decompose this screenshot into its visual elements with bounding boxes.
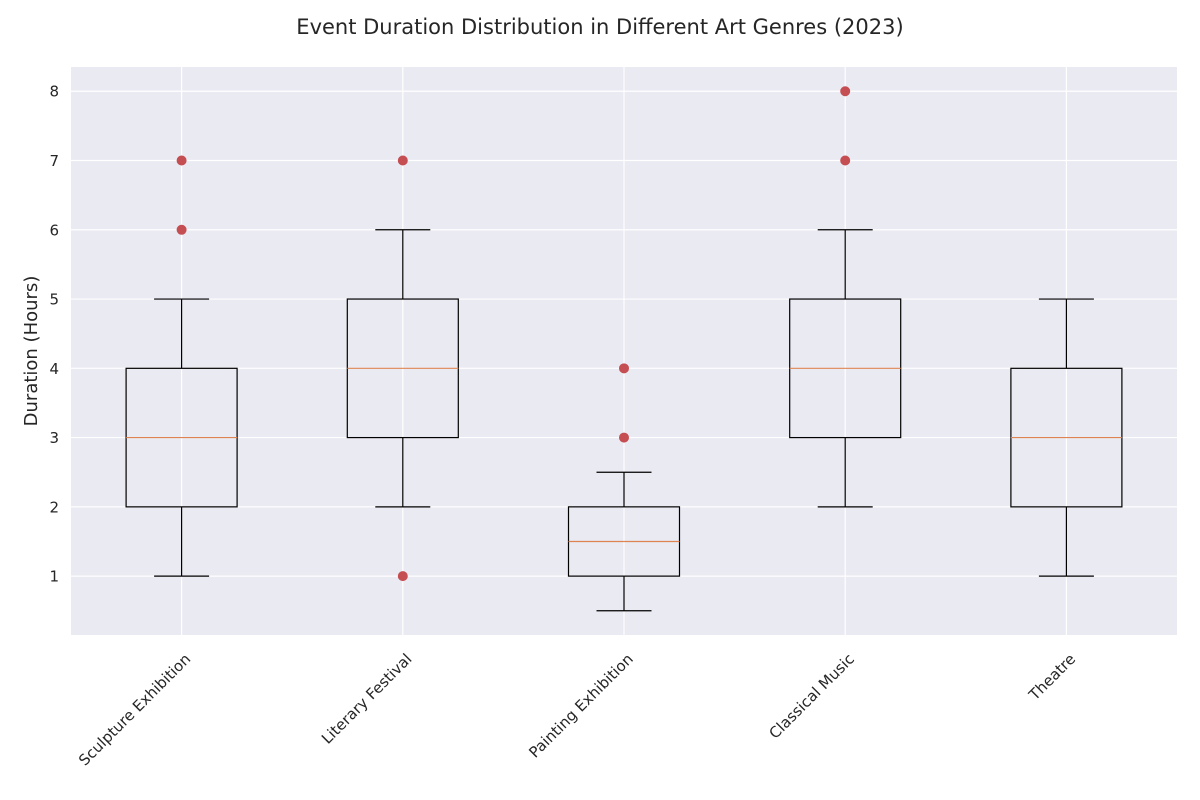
box-group — [1010, 298, 1123, 577]
y-axis-label: Duration (Hours) — [21, 276, 42, 427]
box-group — [125, 155, 238, 577]
outlier-point — [619, 432, 629, 443]
outlier-point — [397, 155, 408, 166]
chart-title: Event Duration Distribution in Different… — [296, 15, 903, 39]
outlier-point — [176, 155, 187, 166]
x-tick-label: Classical Music — [766, 650, 858, 742]
outlier-point — [176, 224, 187, 235]
y-axis-ticks: 1 2 3 4 5 6 7 8 — [49, 83, 59, 586]
box-group — [789, 86, 902, 508]
y-tick-label: 8 — [49, 83, 59, 101]
x-tick-label: Theatre — [1025, 650, 1079, 704]
y-tick-label: 4 — [49, 360, 59, 378]
x-tick-label: Painting Exhibition — [525, 650, 636, 761]
y-tick-label: 3 — [49, 429, 59, 447]
y-tick-label: 7 — [49, 152, 59, 170]
x-tick-label: Literary Festival — [318, 650, 416, 748]
x-tick-label: Sculpture Exhibition — [75, 650, 194, 769]
outlier-point — [619, 363, 629, 374]
y-tick-label: 6 — [49, 221, 59, 239]
box-group — [567, 363, 681, 612]
y-tick-label: 2 — [49, 498, 59, 516]
x-axis-ticks: Sculpture Exhibition Literary Festival Pai… — [75, 650, 1079, 769]
outlier-point — [840, 86, 851, 97]
y-tick-label: 5 — [49, 291, 59, 309]
outlier-point — [397, 571, 408, 582]
boxes-layer — [125, 86, 1123, 612]
box-group — [346, 155, 459, 582]
y-tick-label: 1 — [49, 568, 59, 586]
outlier-point — [840, 155, 851, 166]
